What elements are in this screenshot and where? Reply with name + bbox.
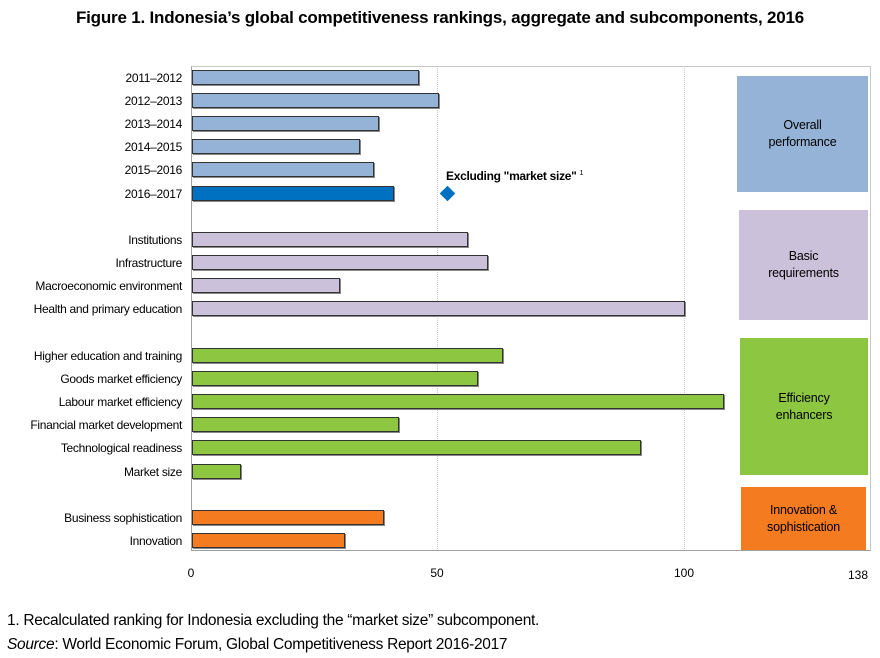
plot-area xyxy=(191,66,871,551)
category-label: 2016–2017 xyxy=(124,186,183,201)
legend-box-overall: Overall performance xyxy=(737,76,868,192)
legend-line: Efficiency xyxy=(778,390,830,405)
category-label: Innovation xyxy=(129,534,183,549)
category-label: Higher education and training xyxy=(33,349,182,363)
legend-line: enhancers xyxy=(775,407,833,422)
bar xyxy=(192,185,394,201)
figure-title: Figure 1. Indonesia’s global competitive… xyxy=(75,8,805,27)
legend-line: sophistication xyxy=(767,519,840,534)
legend-line: requirements xyxy=(768,266,839,280)
category-label: 2015–2016 xyxy=(124,163,183,178)
source-text: : World Economic Forum, Global Competiti… xyxy=(54,636,508,653)
category-label: 2012–2013 xyxy=(124,94,183,109)
legend-box-innovation: Innovation & sophistication xyxy=(741,487,866,550)
legend-line: performance xyxy=(768,135,837,149)
x-tick-138: 138 xyxy=(847,568,869,582)
bar xyxy=(192,510,384,525)
bar xyxy=(192,278,340,294)
category-label: Financial market development xyxy=(30,418,182,433)
category-label: Macroeconomic environment xyxy=(35,279,182,294)
bar xyxy=(192,232,468,247)
category-label: Institutions xyxy=(128,233,182,247)
bar xyxy=(192,371,478,387)
bar xyxy=(192,70,419,85)
legend-box-basic: Basic requirements xyxy=(739,210,868,320)
bar xyxy=(192,162,374,178)
category-label: Market size xyxy=(123,464,182,479)
x-tick-50: 50 xyxy=(430,566,444,580)
bar xyxy=(192,139,360,155)
marker-annotation: Excluding "market size" 1 xyxy=(446,169,583,183)
category-label: 2014–2015 xyxy=(124,140,183,155)
category-label: Health and primary education xyxy=(33,302,183,317)
category-label: Technological readiness xyxy=(60,441,182,456)
bar xyxy=(192,463,241,479)
footnote: 1. Recalculated ranking for Indonesia ex… xyxy=(7,612,540,629)
legend-line: Overall xyxy=(783,118,822,132)
bar xyxy=(192,394,724,410)
category-label: Labour market efficiency xyxy=(58,395,183,410)
legend-line: Basic xyxy=(788,249,819,263)
bar xyxy=(192,533,345,549)
bar xyxy=(192,301,685,317)
source-label: Source xyxy=(7,636,55,653)
x-tick-0: 0 xyxy=(187,566,195,580)
category-label: 2013–2014 xyxy=(124,117,183,132)
category-label: Business sophistication xyxy=(64,511,182,525)
category-label: 2011–2012 xyxy=(125,71,183,85)
bar xyxy=(192,93,439,109)
annotation-superscript: 1 xyxy=(579,170,584,177)
bar xyxy=(192,348,503,363)
legend-line: Innovation & xyxy=(769,502,838,517)
category-label: Infrastructure xyxy=(115,256,183,271)
bar xyxy=(192,417,399,433)
annotation-text: Excluding "market size" xyxy=(446,169,577,183)
bar xyxy=(192,116,379,132)
bar xyxy=(192,440,641,456)
bar xyxy=(192,255,488,271)
source-line: Source: World Economic Forum, Global Com… xyxy=(7,636,508,654)
category-label: Goods market efficiency xyxy=(60,372,182,387)
legend-box-efficiency: Efficiency enhancers xyxy=(740,338,868,475)
x-tick-100: 100 xyxy=(673,566,695,580)
